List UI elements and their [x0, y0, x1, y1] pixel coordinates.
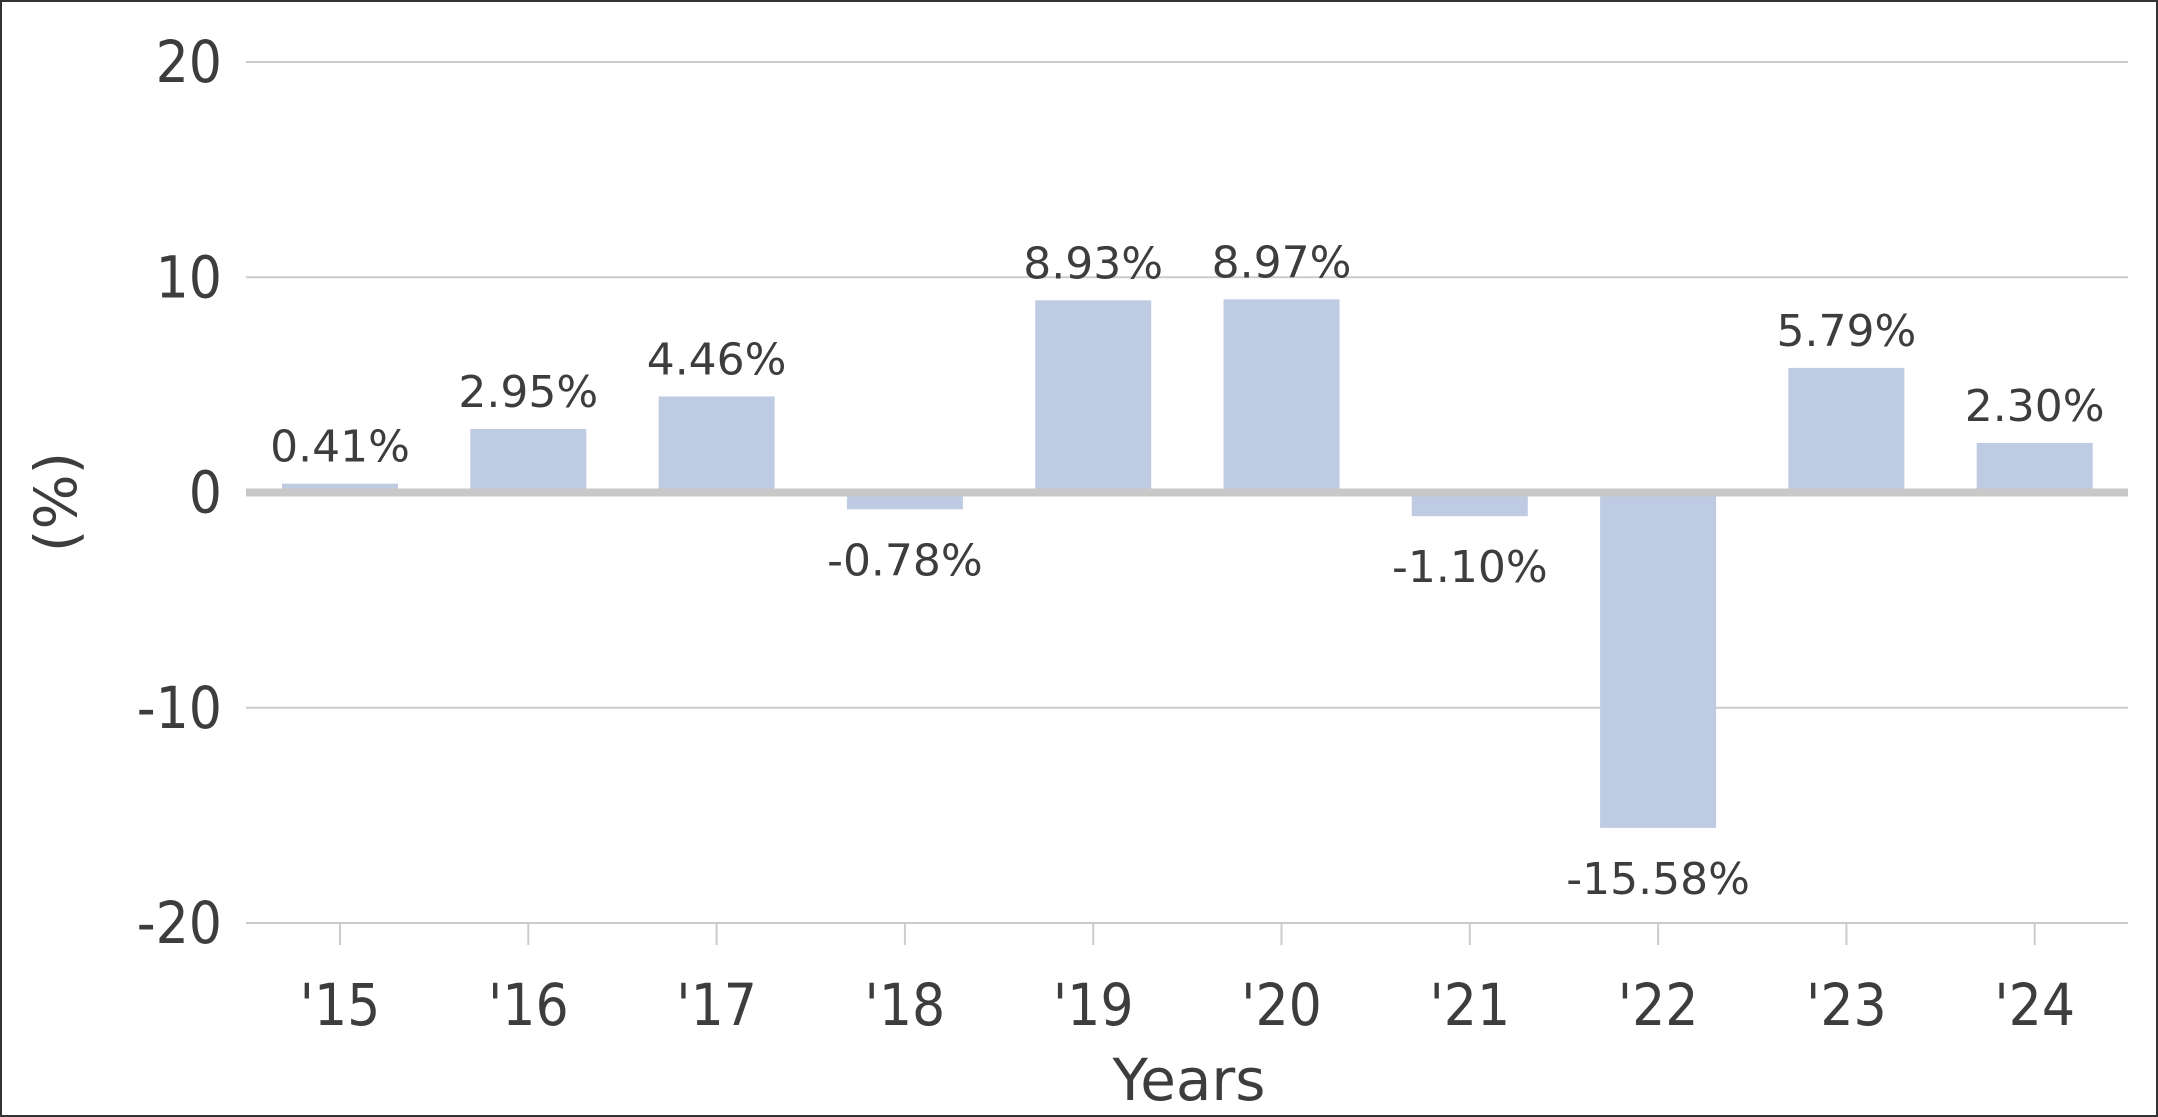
- bar: [282, 483, 398, 493]
- bar: [658, 396, 775, 493]
- data-label: 8.97%: [1212, 237, 1352, 288]
- data-label: -0.78%: [827, 535, 983, 586]
- y-tick-label: -20: [137, 889, 222, 957]
- y-axis-title: (%): [22, 452, 90, 552]
- bar: [846, 492, 963, 510]
- data-label: 4.46%: [647, 334, 787, 385]
- bar: [470, 429, 587, 493]
- data-label: -1.10%: [1392, 542, 1548, 593]
- data-label: 8.93%: [1023, 238, 1163, 289]
- data-labels: 0.41% 2.95% 4.46% -0.78% 8.93% 8.97% -1.10% -15…: [270, 237, 2104, 904]
- x-tick-label: '22: [1618, 971, 1699, 1039]
- y-axis-ticks: 20 10 0 -10 -20: [137, 28, 222, 957]
- x-tick-label: '19: [1053, 971, 1134, 1039]
- x-tick-label: '17: [676, 971, 757, 1039]
- x-tick-label: '23: [1806, 971, 1887, 1039]
- data-label: 2.30%: [1965, 381, 2105, 432]
- bar: [1223, 299, 1340, 493]
- x-tick-label: '15: [300, 971, 381, 1039]
- gridlines: [246, 61, 2128, 924]
- y-tick-label: 10: [156, 243, 222, 311]
- bar: [1035, 300, 1152, 493]
- data-label: 2.95%: [458, 367, 598, 418]
- y-tick-label: 0: [189, 459, 222, 527]
- bar: [1788, 367, 1905, 493]
- x-tick-label: '16: [488, 971, 569, 1039]
- data-label: -15.58%: [1566, 854, 1750, 905]
- x-tick-label: '18: [865, 971, 946, 1039]
- y-tick-label: -10: [137, 674, 222, 742]
- bar: [1600, 492, 1717, 828]
- bar: [1411, 492, 1528, 517]
- x-tick-label: '21: [1429, 971, 1510, 1039]
- data-label: 0.41%: [270, 422, 410, 473]
- bars: [282, 299, 2093, 828]
- x-axis-ticks: '15 '16 '17 '18 '19 '20 '21 '22 '23 '24: [300, 923, 2075, 1039]
- y-tick-label: 20: [156, 28, 222, 96]
- data-label: 5.79%: [1777, 306, 1917, 357]
- x-tick-label: '24: [1994, 971, 2075, 1039]
- x-axis-title: Years: [1111, 1046, 1265, 1114]
- bar: [1976, 442, 2093, 493]
- x-tick-label: '20: [1241, 971, 1322, 1039]
